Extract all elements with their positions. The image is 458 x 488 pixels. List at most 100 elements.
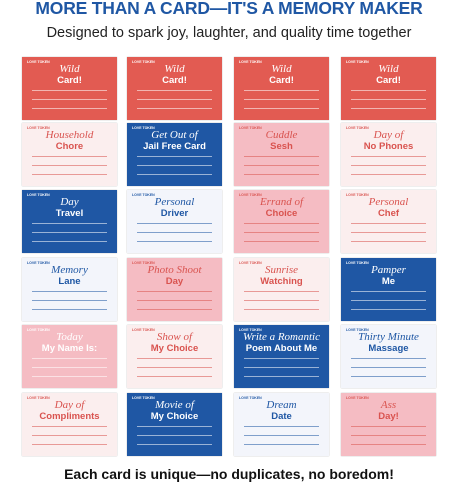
card-line xyxy=(244,241,319,242)
card: LOVE TOKEN Movie of My Choice xyxy=(127,393,222,456)
card-line xyxy=(244,444,319,445)
card-tag: LOVE TOKEN xyxy=(132,126,155,130)
card-tag: LOVE TOKEN xyxy=(239,328,262,332)
card-title: Watching xyxy=(260,276,303,287)
card-script-title: Movie of xyxy=(155,399,194,411)
card-line xyxy=(137,241,212,242)
card-tag: LOVE TOKEN xyxy=(27,328,50,332)
card-title: Date xyxy=(271,411,292,422)
card-script-title: Day of xyxy=(373,129,404,141)
card-line xyxy=(244,165,319,166)
card-title: Lane xyxy=(58,276,81,287)
card-line xyxy=(244,300,319,301)
card-line xyxy=(32,241,107,242)
card: LOVE TOKEN Dream Date xyxy=(234,393,329,456)
card-line xyxy=(137,99,212,100)
card-tag: LOVE TOKEN xyxy=(239,60,262,64)
card-line xyxy=(351,108,426,109)
card-script-title: Dream xyxy=(266,399,297,411)
card-line xyxy=(32,309,107,310)
card-line xyxy=(137,426,212,427)
card: LOVE TOKEN Thirty Minute Massage xyxy=(341,325,436,388)
card-line xyxy=(32,376,107,377)
card-line xyxy=(244,376,319,377)
card-line xyxy=(137,108,212,109)
card: LOVE TOKEN Errand of Choice xyxy=(234,190,329,253)
card-script-title: Ass xyxy=(380,399,397,411)
card-line xyxy=(351,90,426,91)
card-line xyxy=(137,291,212,292)
card-script-title: Wild xyxy=(378,63,399,75)
card: LOVE TOKEN Day of Compliments xyxy=(22,393,117,456)
card-line xyxy=(244,99,319,100)
card-line xyxy=(32,90,107,91)
card-line xyxy=(32,435,107,436)
card-title: Choice xyxy=(265,208,298,219)
card: LOVE TOKEN Personal Driver xyxy=(127,190,222,253)
card-line xyxy=(351,156,426,157)
card-line xyxy=(244,367,319,368)
card-tag: LOVE TOKEN xyxy=(346,328,369,332)
card-line xyxy=(32,174,107,175)
card-title: Massage xyxy=(368,343,409,354)
card-line xyxy=(351,223,426,224)
card-line xyxy=(244,90,319,91)
card: LOVE TOKEN Cuddle Sesh xyxy=(234,123,329,186)
card: LOVE TOKEN Photo Shoot Day xyxy=(127,258,222,321)
card-line xyxy=(351,99,426,100)
card-title: Me xyxy=(381,276,396,287)
card-line xyxy=(137,358,212,359)
card-title: My Choice xyxy=(150,411,199,422)
card-title: My Choice xyxy=(150,343,199,354)
card: LOVE TOKEN Wild Card! xyxy=(341,57,436,120)
card-line xyxy=(137,90,212,91)
card-title: Card! xyxy=(57,75,82,86)
card-line xyxy=(244,426,319,427)
card-title: Travel xyxy=(55,208,84,219)
card-tag: LOVE TOKEN xyxy=(346,261,369,265)
card-tag: LOVE TOKEN xyxy=(27,126,50,130)
card-line xyxy=(137,367,212,368)
card-grid: LOVE TOKEN Wild Card! LOVE TOKEN Wild Card! LO… xyxy=(22,57,437,457)
card-line xyxy=(32,444,107,445)
card-script-title: Household xyxy=(45,129,94,141)
card: LOVE TOKEN Write a Romantic Poem About Me xyxy=(234,325,329,388)
card-line xyxy=(32,300,107,301)
card-line xyxy=(137,376,212,377)
card-line xyxy=(137,223,212,224)
card-title: Day xyxy=(165,276,184,287)
card-script-title: Pamper xyxy=(371,264,406,276)
card: LOVE TOKEN Show of My Choice xyxy=(127,325,222,388)
card-line xyxy=(351,241,426,242)
card-line xyxy=(351,174,426,175)
card-script-title: Personal xyxy=(154,196,195,208)
card-line xyxy=(32,232,107,233)
card-script-title: Personal xyxy=(368,196,409,208)
card: LOVE TOKEN Household Chore xyxy=(22,123,117,186)
card-line xyxy=(32,367,107,368)
card-line xyxy=(137,156,212,157)
card-line xyxy=(244,223,319,224)
card: LOVE TOKEN Pamper Me xyxy=(341,258,436,321)
card-script-title: Wild xyxy=(164,63,185,75)
card-title: Card! xyxy=(269,75,294,86)
card-title: Compliments xyxy=(39,411,100,422)
card-script-title: Day xyxy=(60,196,79,208)
card-tag: LOVE TOKEN xyxy=(346,193,369,197)
card-line xyxy=(137,435,212,436)
card-title: Day! xyxy=(378,411,399,422)
card-line xyxy=(351,291,426,292)
card-tag: LOVE TOKEN xyxy=(27,261,50,265)
card-tag: LOVE TOKEN xyxy=(132,396,155,400)
card: LOVE TOKEN Day of No Phones xyxy=(341,123,436,186)
card-line xyxy=(32,291,107,292)
card-line xyxy=(137,174,212,175)
card-line xyxy=(244,232,319,233)
card-script-title: Errand of xyxy=(259,196,304,208)
card-line xyxy=(32,99,107,100)
card-title: Jail Free Card xyxy=(143,141,206,152)
headline: MORE THAN A CARD—IT'S A MEMORY MAKER xyxy=(35,0,423,18)
card-line xyxy=(351,165,426,166)
card-line xyxy=(32,223,107,224)
